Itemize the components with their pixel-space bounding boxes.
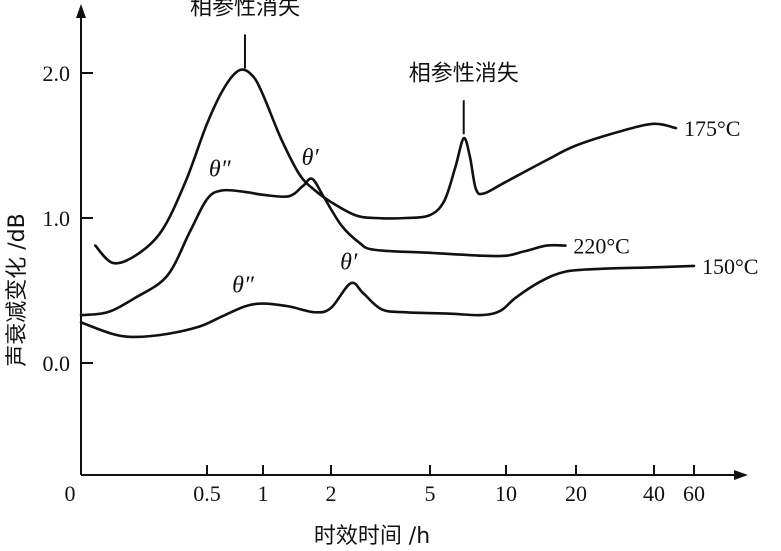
phase-label: θ″ bbox=[232, 272, 255, 298]
x-tick-label: 0 bbox=[65, 481, 76, 506]
series-line-150C bbox=[79, 264, 696, 339]
coherence-loss-label: 相参性消失 bbox=[190, 0, 300, 20]
series-layer: 175°C 220°C 150°C bbox=[79, 68, 758, 339]
series-line-175C bbox=[94, 68, 678, 265]
phase-label: θ′ bbox=[302, 145, 320, 171]
phase-label: θ″ bbox=[209, 156, 232, 182]
y-tick-label: 1.0 bbox=[43, 206, 71, 231]
y-tick-label: 0.0 bbox=[43, 351, 71, 376]
y-ticks: 0.0 1.0 2.0 bbox=[43, 61, 93, 376]
coherence-loss-label: 相参性消失 bbox=[409, 61, 519, 86]
plot-axes bbox=[76, 4, 748, 480]
y-axis-arrow bbox=[76, 4, 86, 18]
x-tick-label: 5 bbox=[425, 481, 436, 506]
x-ticks: 0 0.5 1 2 5 10 20 40 60 bbox=[65, 465, 705, 506]
x-tick-label: 40 bbox=[643, 481, 665, 506]
phase-label: θ′ bbox=[340, 249, 358, 275]
x-tick-label: 60 bbox=[683, 481, 705, 506]
x-tick-label: 10 bbox=[495, 481, 517, 506]
x-tick-label: 0.5 bbox=[193, 481, 221, 506]
x-tick-label: 2 bbox=[326, 481, 337, 506]
y-axis-title: 声衰减变化 /dB bbox=[5, 213, 30, 366]
series-line-220C bbox=[79, 177, 567, 317]
x-tick-label: 20 bbox=[565, 481, 587, 506]
x-axis-title: 时效时间 /h bbox=[314, 524, 430, 549]
x-tick-label: 1 bbox=[258, 481, 269, 506]
series-label-220C: 220°C bbox=[573, 234, 629, 259]
series-label-175C: 175°C bbox=[684, 116, 740, 141]
series-label-150C: 150°C bbox=[702, 254, 758, 279]
y-tick-label: 2.0 bbox=[43, 61, 71, 86]
x-axis-arrow bbox=[734, 470, 748, 480]
